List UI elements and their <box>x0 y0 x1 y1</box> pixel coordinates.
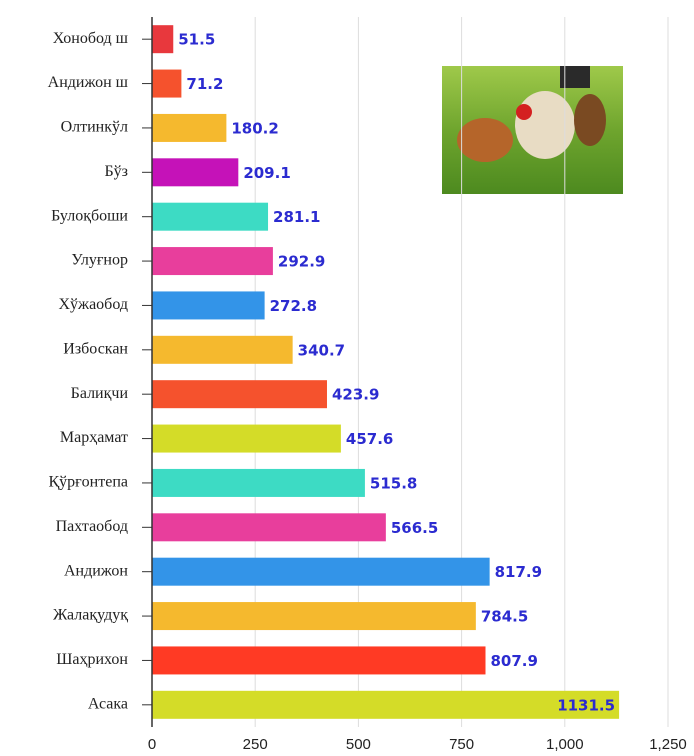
bar <box>152 113 227 142</box>
x-tick-label: 500 <box>346 736 371 753</box>
bar <box>152 158 239 187</box>
bar <box>152 602 476 631</box>
bar <box>152 335 293 364</box>
bar <box>152 557 490 586</box>
y-tick-label: Марҳамат <box>60 429 128 446</box>
y-tick-label: Хўжаобод <box>58 296 128 313</box>
y-tick-label: Улуғнор <box>71 252 128 269</box>
value-label: 817.9 <box>495 563 542 581</box>
value-label: 1131.5 <box>557 696 615 714</box>
bar <box>152 424 341 453</box>
y-tick-label: Андижон <box>64 562 128 579</box>
x-tick-label: 1,250 <box>649 736 687 753</box>
x-tick-label: 250 <box>243 736 268 753</box>
value-label: 281.1 <box>273 208 320 226</box>
bar <box>152 291 265 320</box>
y-tick-label: Андижон ш <box>48 74 129 91</box>
value-label: 51.5 <box>178 31 215 49</box>
value-label: 180.2 <box>231 119 278 137</box>
y-tick-label: Олтинкўл <box>61 119 128 136</box>
value-label: 292.9 <box>278 253 325 271</box>
y-tick-label: Балиқчи <box>71 385 129 402</box>
bar <box>152 69 182 98</box>
y-tick-label: Қўрғонтепа <box>48 474 128 491</box>
x-tick-label: 1,000 <box>546 736 584 753</box>
y-tick-label: Хонобод ш <box>53 30 129 47</box>
bar <box>152 690 620 719</box>
value-label: 340.7 <box>298 341 345 359</box>
y-tick-label: Асака <box>88 695 128 712</box>
value-label: 272.8 <box>270 297 317 315</box>
value-label: 457.6 <box>346 430 393 448</box>
value-label: 566.5 <box>391 519 438 537</box>
bar <box>152 513 386 542</box>
x-tick-label: 0 <box>148 736 156 753</box>
bar <box>152 380 327 409</box>
value-label: 423.9 <box>332 386 379 404</box>
bar <box>152 247 273 276</box>
value-label: 807.9 <box>491 652 538 670</box>
bar <box>152 468 365 497</box>
bar <box>152 25 174 54</box>
value-label: 71.2 <box>186 75 223 93</box>
y-tick-label: Шаҳрихон <box>56 651 128 668</box>
value-label: 515.8 <box>370 474 417 492</box>
y-tick-label: Жалақудуқ <box>53 607 128 624</box>
bar <box>152 646 486 675</box>
x-tick-label: 750 <box>449 736 474 753</box>
y-tick-label: Бўз <box>104 163 128 180</box>
value-label: 784.5 <box>481 608 528 626</box>
y-tick-label: Избоскан <box>63 340 128 357</box>
y-tick-label: Пахтаобод <box>56 518 128 535</box>
value-label: 209.1 <box>243 164 290 182</box>
chicken-photo <box>442 66 623 194</box>
y-tick-label: Булоқбоши <box>51 207 128 224</box>
bar <box>152 202 269 231</box>
